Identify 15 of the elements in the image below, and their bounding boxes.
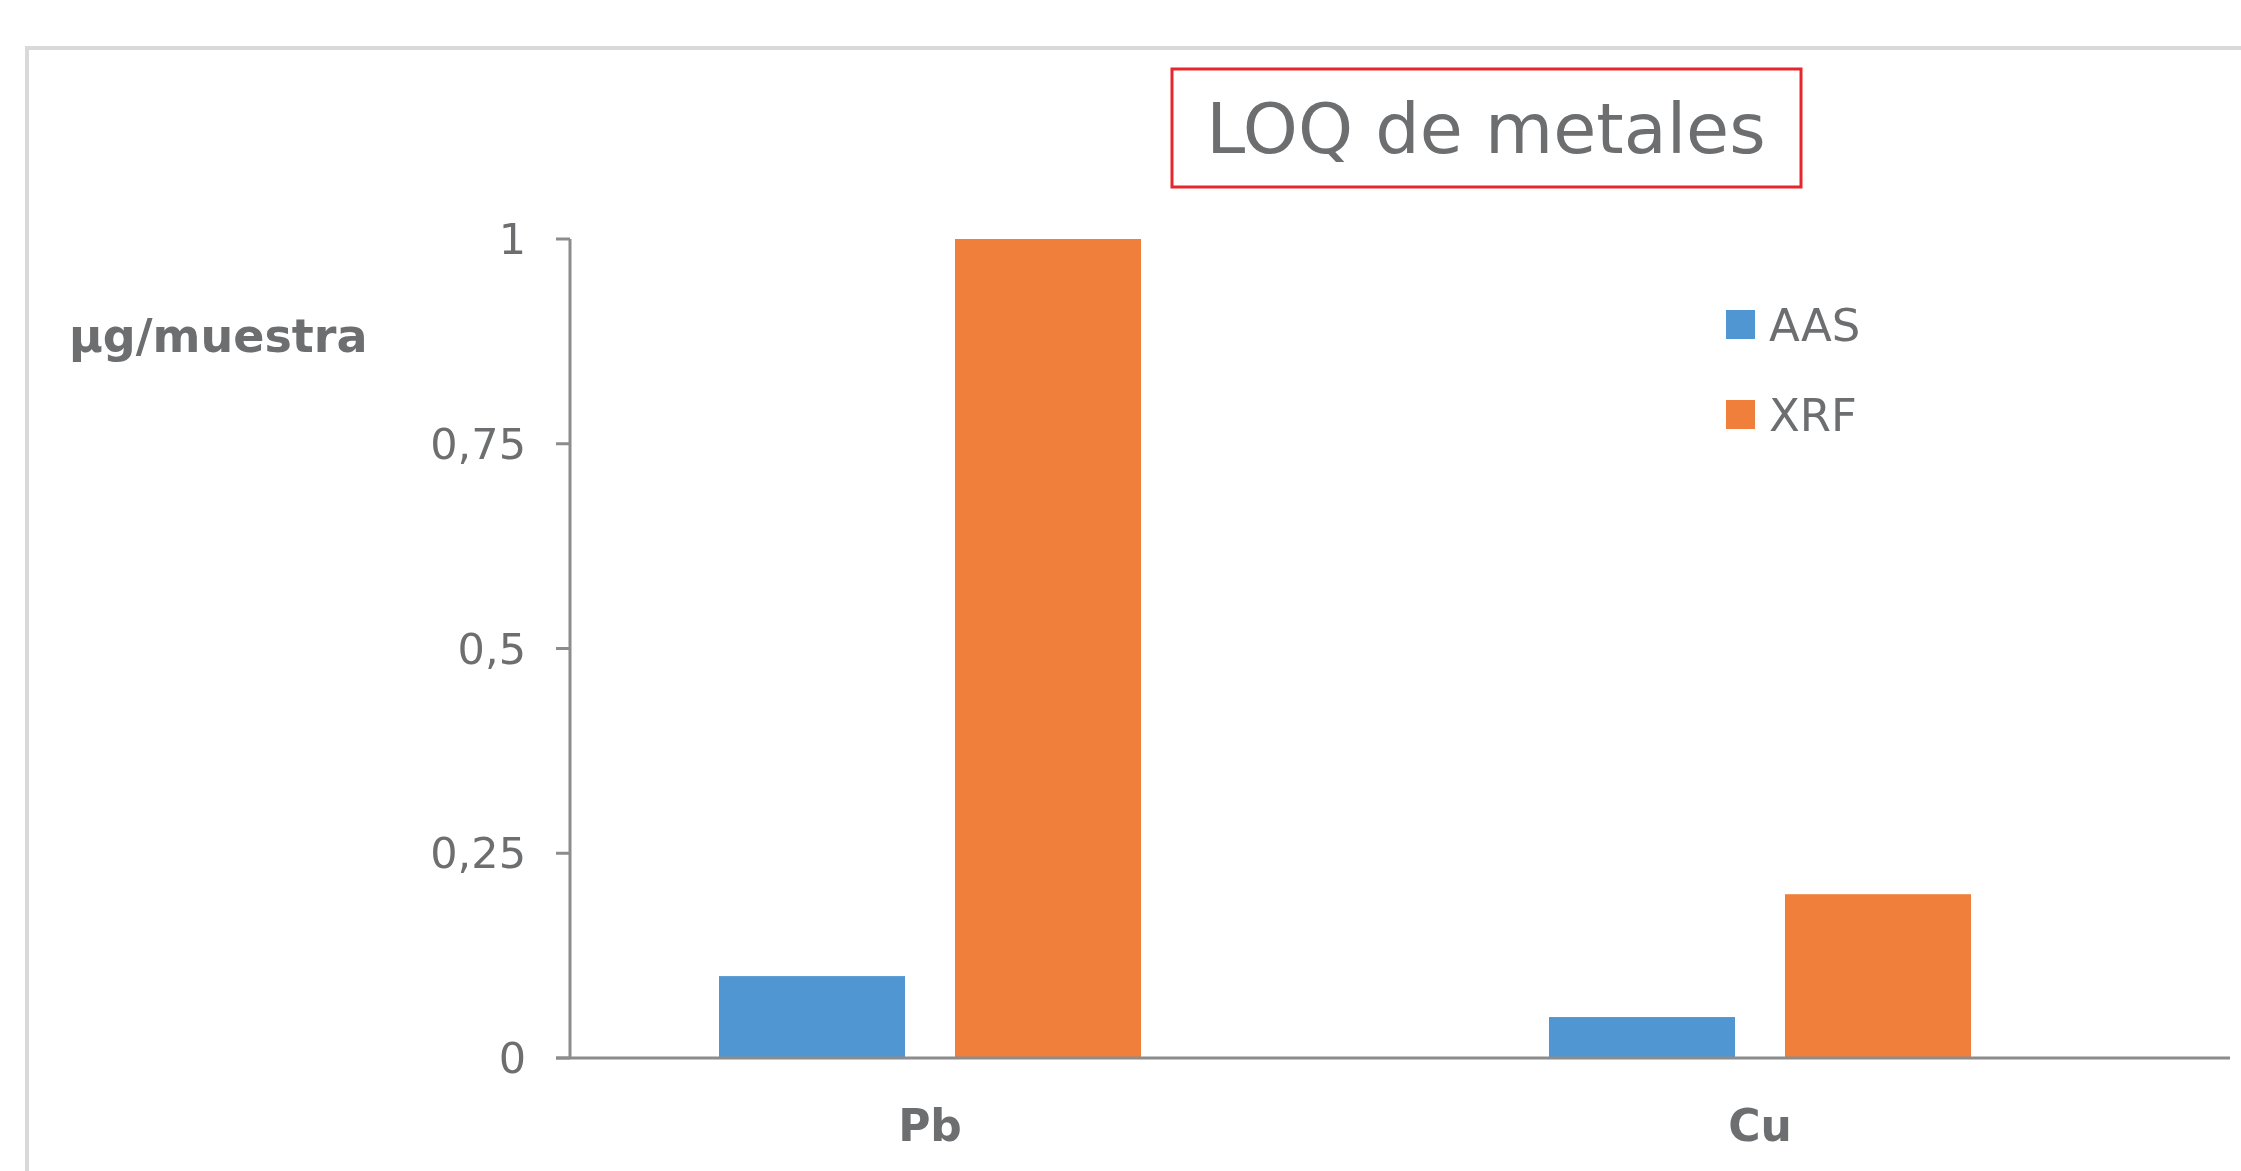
- x-tick-label: Pb: [898, 1100, 962, 1151]
- y-tick-label: 0,75: [430, 418, 526, 469]
- chart-title: LOQ de metales: [1206, 88, 1766, 170]
- y-tick-label: 0: [498, 1033, 526, 1084]
- y-tick-label: 0,25: [430, 828, 526, 879]
- y-tick-label: 1: [498, 214, 526, 265]
- legend-label: AAS: [1769, 298, 1861, 352]
- bar: [1785, 894, 1971, 1058]
- bar: [1549, 1017, 1735, 1058]
- y-axis-title: µg/muestra: [69, 309, 368, 363]
- bar: [955, 239, 1141, 1058]
- y-tick-label: 0,5: [457, 623, 526, 674]
- legend-label: XRF: [1769, 388, 1857, 442]
- x-tick-label: Cu: [1728, 1100, 1792, 1151]
- bar: [719, 976, 905, 1058]
